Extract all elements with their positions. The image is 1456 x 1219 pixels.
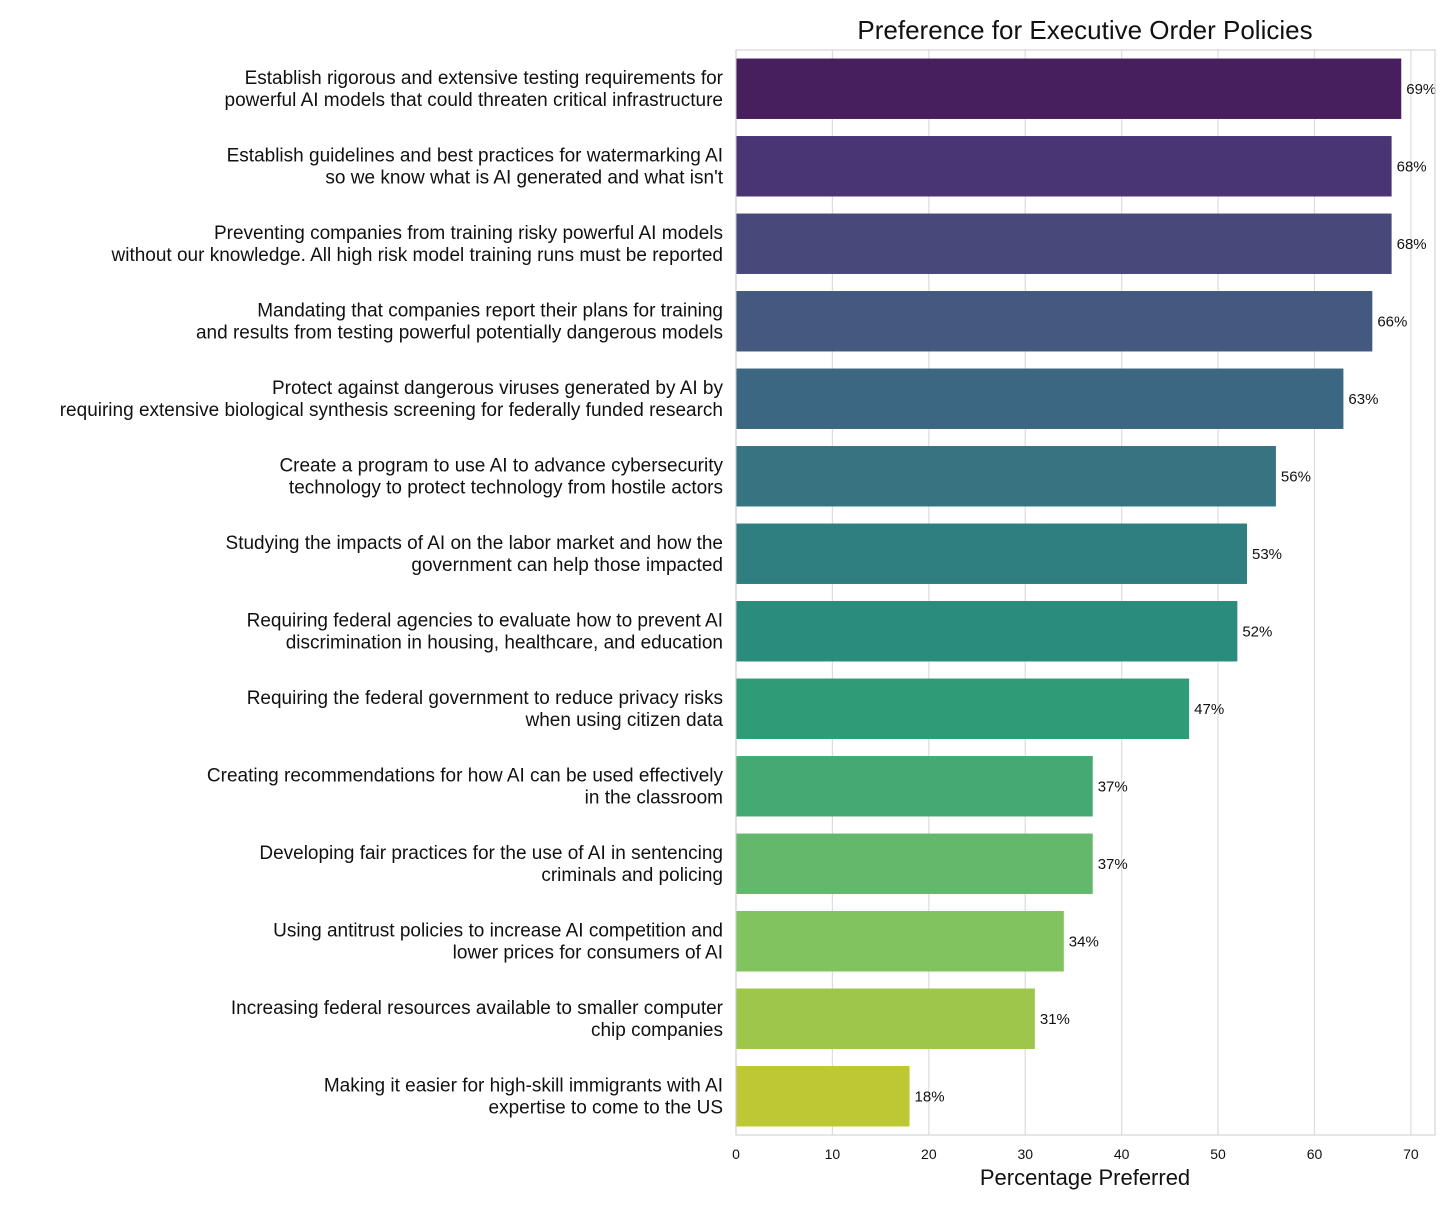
bar	[736, 58, 1402, 119]
bar-value-label: 68%	[1397, 236, 1427, 253]
bar	[736, 911, 1064, 972]
category-label: Establish rigorous and extensive testing…	[225, 68, 724, 111]
x-axis-label: Percentage Preferred	[980, 1165, 1190, 1190]
bar-value-label: 66%	[1377, 313, 1407, 330]
category-label: Increasing federal resources available t…	[231, 998, 724, 1041]
grid	[735, 50, 1412, 1135]
bar	[736, 678, 1190, 739]
x-tick-label: 30	[1017, 1146, 1033, 1162]
bar	[736, 601, 1238, 662]
category-label: Using antitrust policies to increase AI …	[273, 920, 723, 963]
bar-value-label: 68%	[1397, 158, 1427, 175]
x-tick-label: 10	[825, 1146, 841, 1162]
bar-value-label: 37%	[1098, 856, 1128, 873]
bar	[736, 368, 1344, 429]
bar-value-label: 63%	[1348, 391, 1378, 408]
bar-value-label: 34%	[1069, 933, 1099, 950]
category-label: Creating recommendations for how AI can …	[207, 765, 724, 808]
bar-value-label: 18%	[915, 1088, 945, 1105]
bar-value-label: 31%	[1040, 1011, 1070, 1028]
bar	[736, 756, 1093, 817]
category-label: Requiring federal agencies to evaluate h…	[247, 610, 723, 653]
x-tick-label: 60	[1307, 1146, 1323, 1162]
x-tick-label: 40	[1114, 1146, 1130, 1162]
bar	[736, 291, 1373, 352]
bar	[736, 988, 1035, 1049]
bar	[736, 213, 1392, 274]
category-label: Preventing companies from training risky…	[111, 223, 724, 266]
x-tick-label: 20	[921, 1146, 937, 1162]
bar-value-label: 37%	[1098, 778, 1128, 795]
bar-value-label: 69%	[1406, 81, 1436, 98]
category-label: Developing fair practices for the use of…	[259, 843, 723, 886]
bar-value-label: 56%	[1281, 468, 1311, 485]
category-label: Create a program to use AI to advance cy…	[279, 455, 723, 498]
category-label: Requiring the federal government to redu…	[247, 688, 724, 731]
x-tick-label: 0	[732, 1146, 740, 1162]
category-label: Protect against dangerous viruses genera…	[60, 378, 724, 421]
bars: 69% 68% 68% 66% 63% 56% 53% 52% 47% 37% 37% 34% 31% 1…	[736, 58, 1436, 1127]
category-label: Studying the impacts of AI on the labor …	[226, 533, 723, 576]
bar-value-label: 52%	[1242, 623, 1272, 640]
bar-value-label: 47%	[1194, 701, 1224, 718]
category-label: Establish guidelines and best practices …	[227, 145, 724, 188]
bar	[736, 136, 1392, 197]
plot-frame	[735, 49, 1436, 1136]
bar	[736, 833, 1093, 894]
x-tick-label: 50	[1210, 1146, 1226, 1162]
bar	[736, 446, 1276, 507]
chart-title: Preference for Executive Order Policies	[857, 15, 1312, 45]
bar	[736, 1066, 910, 1127]
x-ticks: 0 10 20 30 40 50 60 70	[732, 1146, 1419, 1162]
bar	[736, 523, 1247, 584]
category-label: Mandating that companies report their pl…	[196, 300, 723, 343]
category-label: Making it easier for high-skill immigran…	[324, 1075, 723, 1118]
bar-value-label: 53%	[1252, 546, 1282, 563]
x-tick-label: 70	[1403, 1146, 1419, 1162]
category-labels: Establish rigorous and extensive testing…	[60, 68, 724, 1119]
